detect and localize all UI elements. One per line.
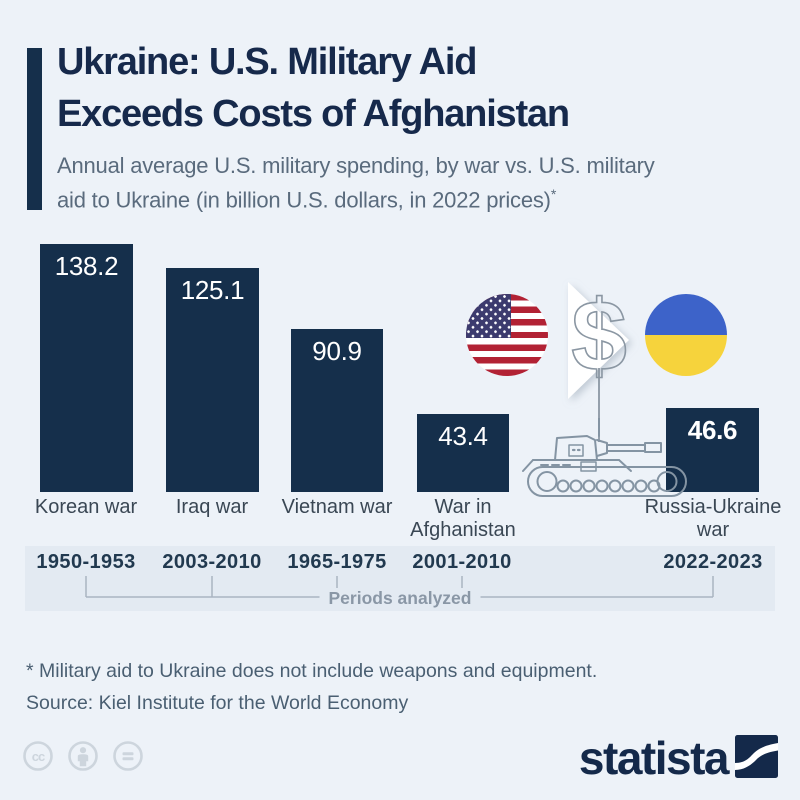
title-line2: Exceeds Costs of Afghanistan	[57, 93, 570, 135]
white-arrow-icon	[568, 282, 629, 399]
bar-war-in-afghanistan: 43.4	[417, 414, 509, 492]
category-label-war-in-afghanistan: War in Afghanistan	[410, 496, 516, 541]
bar-russia-ukraine-war: 46.6	[666, 408, 759, 492]
period-russia-ukraine-war: 2022-2023	[663, 551, 763, 573]
attribution-icon[interactable]	[67, 740, 99, 772]
license-icons: cc	[22, 740, 144, 772]
title-line1: Ukraine: U.S. Military Aid	[57, 41, 477, 83]
value-label: 90.9	[312, 335, 362, 366]
svg-text:$: $	[571, 280, 627, 392]
title-accent-bar	[27, 48, 42, 210]
period-vietnam-war: 1965-1975	[287, 551, 387, 573]
period-war-in-afghanistan: 2001-2010	[412, 551, 512, 573]
cc-icon[interactable]: cc	[22, 740, 54, 772]
bar-vietnam-war: 90.9	[291, 328, 383, 492]
footnote-marker: *	[550, 186, 557, 202]
bar-iraq-war: 125.1	[166, 267, 259, 492]
svg-text:cc: cc	[32, 749, 45, 764]
period-iraq-war: 2003-2010	[162, 551, 262, 573]
source-text: Source: Kiel Institute for the World Eco…	[26, 692, 409, 714]
chart-subtitle: Annual average U.S. military spending, b…	[57, 153, 655, 213]
us-flag-icon	[466, 294, 548, 376]
category-label-vietnam-war: Vietnam war	[281, 496, 393, 518]
footnote-text: * Military aid to Ukraine does not inclu…	[26, 660, 598, 682]
category-label-russia-ukraine-war: Russia-Ukraine war	[644, 496, 782, 541]
value-label: 125.1	[180, 274, 245, 305]
us-flag-canton	[466, 294, 511, 339]
ukraine-flag-icon	[645, 294, 727, 376]
period-korean-war: 1950-1953	[36, 551, 136, 573]
value-label: 138.2	[54, 251, 119, 281]
statista-logo-mark[interactable]	[735, 735, 778, 778]
category-label-korean-war: Korean war	[34, 496, 138, 518]
category-label-iraq-war: Iraq war	[175, 496, 249, 518]
no-derivatives-icon[interactable]	[112, 740, 144, 772]
statista-logo-text[interactable]: statista	[578, 732, 730, 784]
bar-korean-war: 138.2	[40, 244, 133, 492]
value-label: 46.6	[687, 415, 738, 446]
value-label: 43.4	[438, 421, 488, 452]
page-title: Ukraine: U.S. Military Aid Exceeds Costs…	[57, 36, 570, 140]
footnote-and-source: * Military aid to Ukraine does not inclu…	[26, 655, 597, 719]
periods-axis-label: Periods analyzed	[319, 588, 481, 609]
tank-icon	[522, 418, 687, 497]
